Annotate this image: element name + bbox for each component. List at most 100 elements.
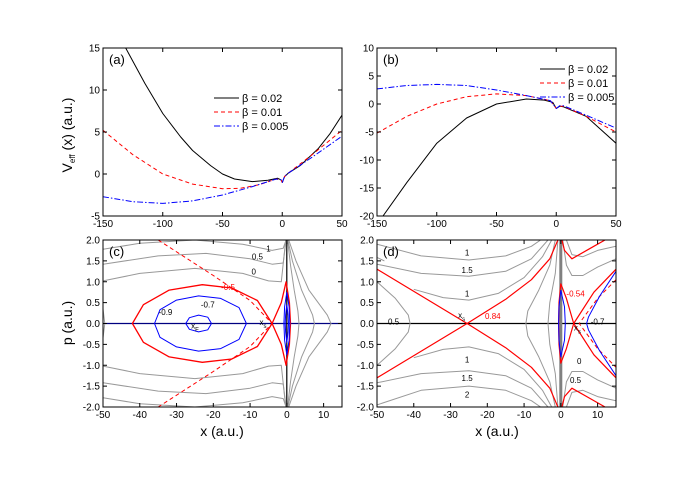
fixed-point-label-main: x <box>191 322 195 331</box>
x-tick-label: 0 <box>558 410 564 421</box>
series-line <box>377 240 549 277</box>
series-line <box>287 240 315 407</box>
fixed-point-label-main: x <box>259 318 263 327</box>
x-tick-label: -100 <box>427 219 447 230</box>
series-line <box>413 240 553 301</box>
panel-label: (c) <box>109 244 124 259</box>
contour-energy-label: -0.54 <box>566 289 585 298</box>
series-line <box>525 240 556 407</box>
x-tick-label: -50 <box>489 219 504 230</box>
panel-label: (d) <box>383 244 399 259</box>
series-line <box>578 279 616 368</box>
x-tick-label: -50 <box>215 219 230 230</box>
y-tick-label: -5 <box>91 212 100 223</box>
fixed-point-label: xs <box>574 324 581 336</box>
contour-energy-label: 0.5 <box>570 376 582 385</box>
y-tick-label: 0.0 <box>360 319 374 330</box>
y-tick-label: -20 <box>360 212 375 223</box>
x-tick-label: -20 <box>206 410 221 421</box>
y-tick-label: -15 <box>360 184 375 195</box>
y-tick-label: 0.0 <box>86 319 100 330</box>
series-line <box>547 240 559 407</box>
x-tick-label: -100 <box>153 219 173 230</box>
y-tick-label: 2.0 <box>86 236 100 247</box>
plot-area <box>103 48 342 204</box>
series-line <box>558 289 566 358</box>
x-axis-label-c: x (a.u.) <box>200 423 244 439</box>
y-tick-label: 0 <box>368 100 374 111</box>
series-line <box>284 304 289 343</box>
y-tick-label: 0.5 <box>360 298 374 309</box>
y-tick-label: 5 <box>94 128 100 139</box>
y-tick-label: -10 <box>360 156 375 167</box>
contour-energy-label: -0.9 <box>159 308 173 317</box>
series-line <box>157 240 273 407</box>
panel-d-phase-portrait: -50 -40 -30 -20 -10 0 1 0 -2.0 -1.5 -1.0 -0.5 0.0 0.5… <box>357 236 617 421</box>
y-tick-label: 1.0 <box>86 277 100 288</box>
series-line <box>377 257 385 262</box>
series-line <box>565 389 616 407</box>
x-tick-label: -50 <box>96 410 111 421</box>
x-tick-label: -20 <box>480 410 495 421</box>
contour-energy-label: 1 <box>465 355 470 364</box>
x-tick-label: 0 <box>553 219 559 230</box>
y-tick-label: 1.0 <box>360 277 374 288</box>
plot-area <box>377 83 616 216</box>
series-line <box>562 371 616 407</box>
legend-label: β = 0.01 <box>568 78 608 90</box>
y-tick-label: 0 <box>94 170 100 181</box>
series-line <box>561 240 606 260</box>
series-line <box>131 281 292 366</box>
series-line <box>103 135 342 204</box>
x-tick-label: -10 <box>517 410 532 421</box>
y-tick-label: -2.0 <box>83 403 101 414</box>
x-tick-label: 0 <box>279 219 285 230</box>
series-line <box>287 240 300 407</box>
y-tick-label: 10 <box>363 44 375 55</box>
y-tick-label: -1.0 <box>357 361 375 372</box>
x-tick-label: -40 <box>407 410 422 421</box>
x-tick-label: -30 <box>443 410 458 421</box>
series-line <box>565 240 616 258</box>
contour-energy-label: 0 <box>252 267 257 276</box>
series-line <box>103 396 287 407</box>
series-line <box>103 129 342 190</box>
y-tick-label: 0.5 <box>86 298 100 309</box>
y-axis-label-p: p (a.u.) <box>59 301 75 345</box>
y-tick-label: -0.5 <box>357 340 375 351</box>
series-line <box>413 346 553 407</box>
y-tick-label: -1.5 <box>357 382 375 393</box>
x-axis-label-d: x (a.u.) <box>475 423 519 439</box>
series-line <box>125 48 342 183</box>
panel-c-phase-portrait: -50 -40 -30 -20 -10 0 10-2.0-1.5-1.0-0.50.00.5… <box>83 236 343 421</box>
x-tick-label: -150 <box>93 219 113 230</box>
contour-energy-label: -0.7 <box>201 301 215 310</box>
series-line <box>377 83 616 129</box>
x-tick-label: -10 <box>243 410 258 421</box>
y-tick-label: -2.0 <box>357 403 375 414</box>
series-line <box>103 364 287 407</box>
contour-energy-label: 0 <box>577 357 582 366</box>
contour-energy-label: 1 <box>465 249 470 258</box>
series-line <box>288 240 332 407</box>
plot-area <box>377 240 616 407</box>
series-line <box>382 98 616 216</box>
y-tick-label: -0.5 <box>83 340 101 351</box>
series-line <box>103 240 287 251</box>
plot-area <box>103 240 342 407</box>
y-tick-label: 1.5 <box>360 256 374 267</box>
legend-label: β = 0.02 <box>242 93 282 105</box>
fixed-point-label-sub: s <box>462 317 465 323</box>
y-tick-label: 1.5 <box>86 256 100 267</box>
y-tick-label: -1.0 <box>83 361 101 372</box>
x-tick-label: -50 <box>370 410 385 421</box>
contour-energy-label: 1.5 <box>462 266 474 275</box>
y-axis-label-veff: Veff (x) (a.u.) <box>59 98 77 173</box>
panel-label: (b) <box>383 52 399 67</box>
series-line <box>561 387 606 407</box>
contour-energy-label: 1.5 <box>462 374 474 383</box>
series-line <box>562 240 616 276</box>
